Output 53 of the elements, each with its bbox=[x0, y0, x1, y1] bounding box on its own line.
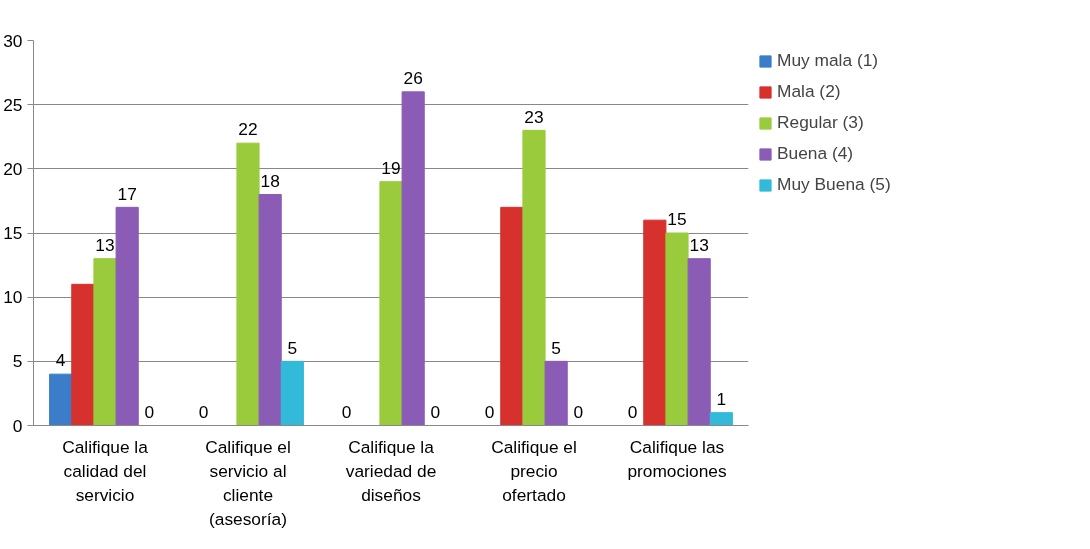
data-label: 26 bbox=[403, 68, 423, 89]
bar bbox=[643, 219, 667, 426]
data-label: 0 bbox=[430, 401, 441, 422]
y-tick-label: 5 bbox=[12, 351, 23, 372]
bar bbox=[709, 412, 733, 426]
data-label: 18 bbox=[260, 170, 280, 191]
legend-label: Regular (3) bbox=[777, 112, 864, 133]
data-label: 0 bbox=[627, 401, 638, 422]
legend-label: Buena (4) bbox=[777, 143, 854, 164]
bar bbox=[522, 129, 546, 426]
bar bbox=[687, 258, 711, 426]
bar bbox=[236, 142, 260, 426]
y-tick-label: 0 bbox=[12, 415, 23, 436]
data-label: 13 bbox=[95, 234, 115, 255]
data-label: 17 bbox=[117, 183, 137, 204]
bar bbox=[401, 91, 425, 426]
data-label: 1 bbox=[716, 388, 727, 409]
data-label: 0 bbox=[484, 401, 495, 422]
data-label: 5 bbox=[551, 337, 561, 358]
y-tick-label: 20 bbox=[3, 158, 23, 179]
data-label: 13 bbox=[689, 234, 709, 255]
data-label: 5 bbox=[287, 337, 298, 358]
x-tick-label: Califique el servicio al cliente (asesoría) bbox=[205, 436, 291, 529]
bar bbox=[258, 194, 282, 426]
data-label: 19 bbox=[381, 157, 401, 178]
data-label: 0 bbox=[573, 401, 584, 422]
bar bbox=[544, 360, 568, 426]
y-tick-label: 30 bbox=[3, 30, 23, 51]
y-tick-label: 10 bbox=[3, 287, 23, 308]
x-tick-label: Califique el precio ofertado bbox=[491, 436, 577, 505]
x-tick-label: Califique la calidad del servicio bbox=[62, 436, 149, 505]
data-label: 23 bbox=[524, 106, 544, 127]
bar bbox=[115, 206, 139, 426]
data-label: 0 bbox=[198, 401, 209, 422]
bar bbox=[379, 181, 403, 426]
data-label: 0 bbox=[144, 401, 155, 422]
bar bbox=[280, 360, 304, 426]
bar bbox=[93, 258, 117, 426]
x-tick-label: Califique las promociones bbox=[627, 436, 727, 481]
legend-label: Muy mala (1) bbox=[777, 50, 879, 71]
bar bbox=[665, 232, 689, 426]
y-tick-label: 15 bbox=[3, 223, 23, 243]
legend-label: Muy Buena (5) bbox=[777, 174, 891, 195]
data-label: 22 bbox=[238, 119, 258, 140]
data-label: 15 bbox=[667, 209, 687, 230]
x-tick-label: Califique la variedad de diseños bbox=[345, 436, 437, 505]
data-label: 0 bbox=[341, 401, 352, 422]
data-label: 4 bbox=[55, 350, 66, 371]
bar bbox=[71, 283, 95, 426]
y-tick-label: 25 bbox=[3, 94, 23, 115]
bar bbox=[500, 206, 524, 426]
legend-label: Mala (2) bbox=[777, 81, 841, 102]
bar bbox=[49, 373, 73, 426]
